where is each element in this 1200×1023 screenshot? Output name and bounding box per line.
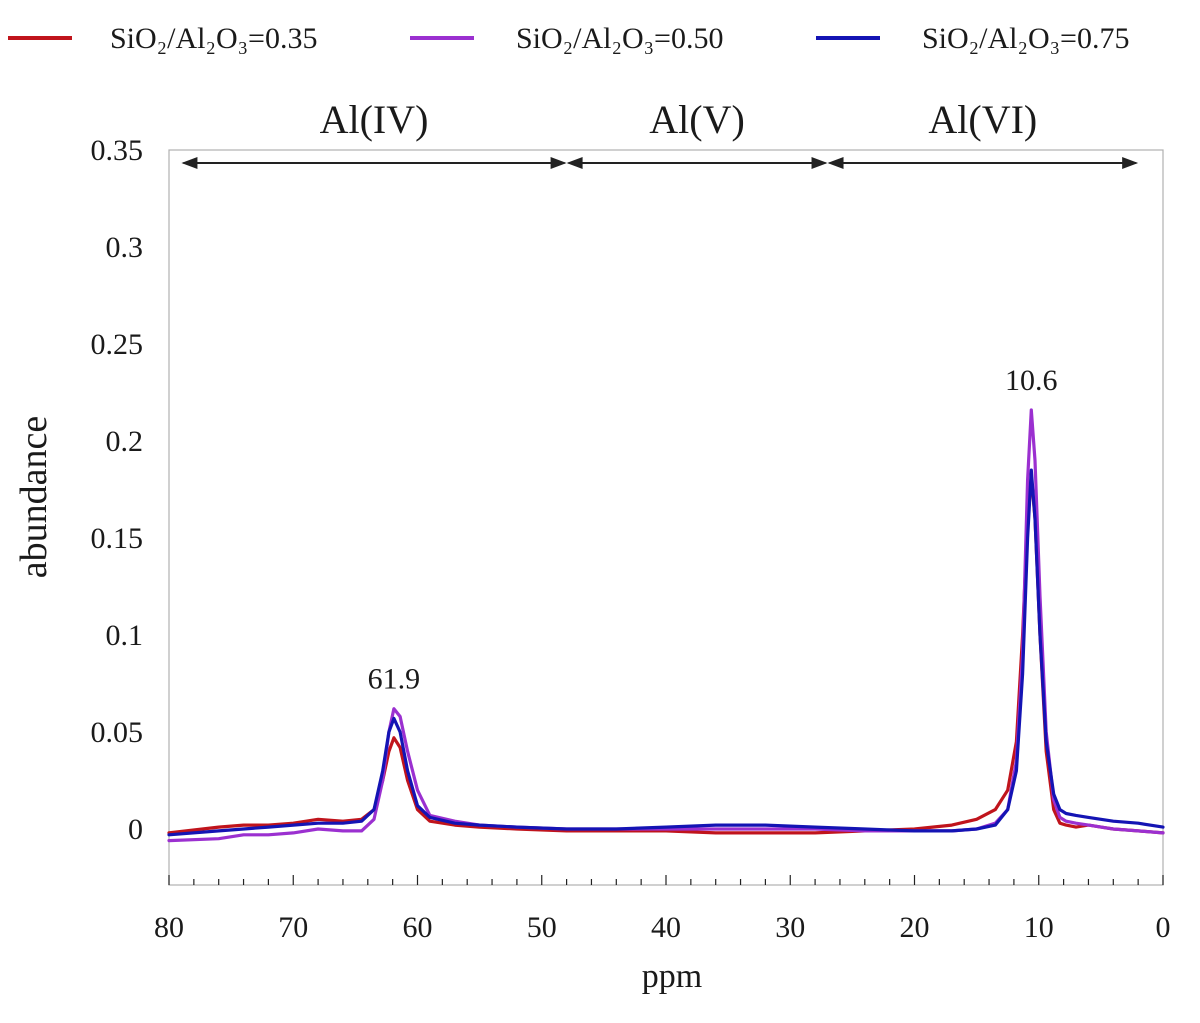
arrowhead-left-icon — [566, 157, 583, 169]
region-label: Al(VI) — [928, 97, 1037, 142]
y-tick-label: 0.35 — [91, 134, 144, 167]
region-label: Al(V) — [649, 97, 745, 142]
x-tick-label: 10 — [1024, 911, 1054, 944]
series-line — [167, 408, 1165, 843]
region-annotations: Al(IV) Al(V) Al(VI) — [181, 97, 1139, 169]
x-tick-label: 0 — [1156, 911, 1171, 944]
x-axis-title: ppm — [642, 958, 702, 995]
peak-label: 61.9 — [368, 663, 421, 696]
y-tick-label: 0.2 — [106, 425, 144, 458]
x-tick-label: 40 — [651, 911, 681, 944]
y-tick-label: 0 — [128, 813, 143, 846]
x-tick-label: 50 — [527, 911, 557, 944]
legend-label: SiO₂/Al₂O₃=0.75 — [922, 22, 1129, 55]
y-tick-label: 0.05 — [91, 716, 144, 749]
y-tick-label: 0.15 — [91, 522, 144, 555]
x-tick-label: 80 — [154, 911, 184, 944]
y-axis: 0 0.05 0.1 0.15 0.2 0.25 0.3 0.35 — [91, 134, 144, 846]
arrowhead-left-icon — [827, 157, 844, 169]
peak-label: 10.6 — [1005, 364, 1058, 397]
y-tick-label: 0.3 — [106, 231, 144, 264]
y-tick-label: 0.25 — [91, 328, 144, 361]
legend-label: SiO₂/Al₂O₃=0.35 — [110, 22, 317, 55]
x-tick-label: 70 — [278, 911, 308, 944]
arrowhead-right-icon — [550, 157, 567, 169]
arrowhead-right-icon — [811, 157, 828, 169]
series-line — [167, 468, 1165, 837]
arrowhead-left-icon — [181, 157, 198, 169]
y-tick-label: 0.1 — [106, 619, 144, 652]
region-label: Al(IV) — [320, 97, 429, 142]
arrowhead-right-icon — [1122, 157, 1139, 169]
x-tick-label: 60 — [403, 911, 433, 944]
legend-label: SiO₂/Al₂O₃=0.50 — [516, 22, 723, 55]
y-axis-title: abundance — [13, 416, 55, 578]
x-tick-label: 30 — [775, 911, 805, 944]
x-axis: 80 70 60 50 40 30 20 10 0 — [154, 875, 1171, 944]
series-layer — [167, 408, 1165, 843]
x-tick-label: 20 — [900, 911, 930, 944]
peak-annotations: 61.9 10.6 — [368, 364, 1058, 696]
legend: SiO₂/Al₂O₃=0.35 SiO₂/Al₂O₃=0.50 SiO₂/Al₂O₃… — [8, 22, 1129, 55]
